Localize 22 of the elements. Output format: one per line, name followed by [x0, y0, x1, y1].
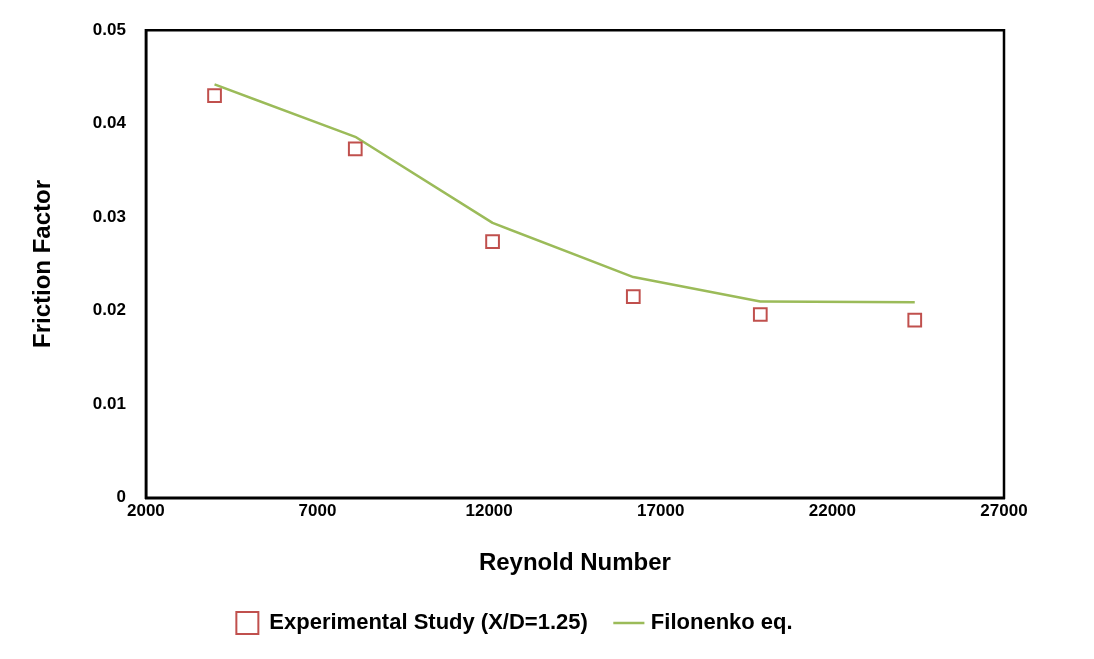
- x-tick-label: 12000: [465, 500, 513, 520]
- y-tick-label: 0.04: [92, 113, 127, 133]
- point: [485, 234, 500, 249]
- y-tick-label: 0.05: [92, 19, 126, 39]
- point: [752, 307, 768, 322]
- point: [907, 312, 923, 328]
- y-tick-label: 0: [116, 487, 126, 507]
- x-axis-title: Reynold Number: [478, 548, 671, 576]
- y-tick-label: 0.02: [92, 300, 126, 320]
- y-axis-title: Friction Factor: [28, 179, 56, 349]
- x-tick-label: 2000: [126, 500, 165, 520]
- point: [347, 141, 363, 157]
- y-tick-label: 0.03: [92, 206, 126, 226]
- x-tick-label: 17000: [637, 500, 685, 520]
- point: [207, 88, 222, 104]
- y-tick-label: 0.01: [92, 393, 126, 413]
- x-tick-label: 22000: [808, 500, 857, 520]
- x-tick-label: 7000: [298, 500, 337, 520]
- legend-label: Experimental Study (X/D=1.25): [269, 609, 588, 635]
- x-tick-label: 27000: [980, 500, 1028, 520]
- legend-label: Filonenko eq.: [650, 609, 793, 635]
- point: [625, 289, 641, 305]
